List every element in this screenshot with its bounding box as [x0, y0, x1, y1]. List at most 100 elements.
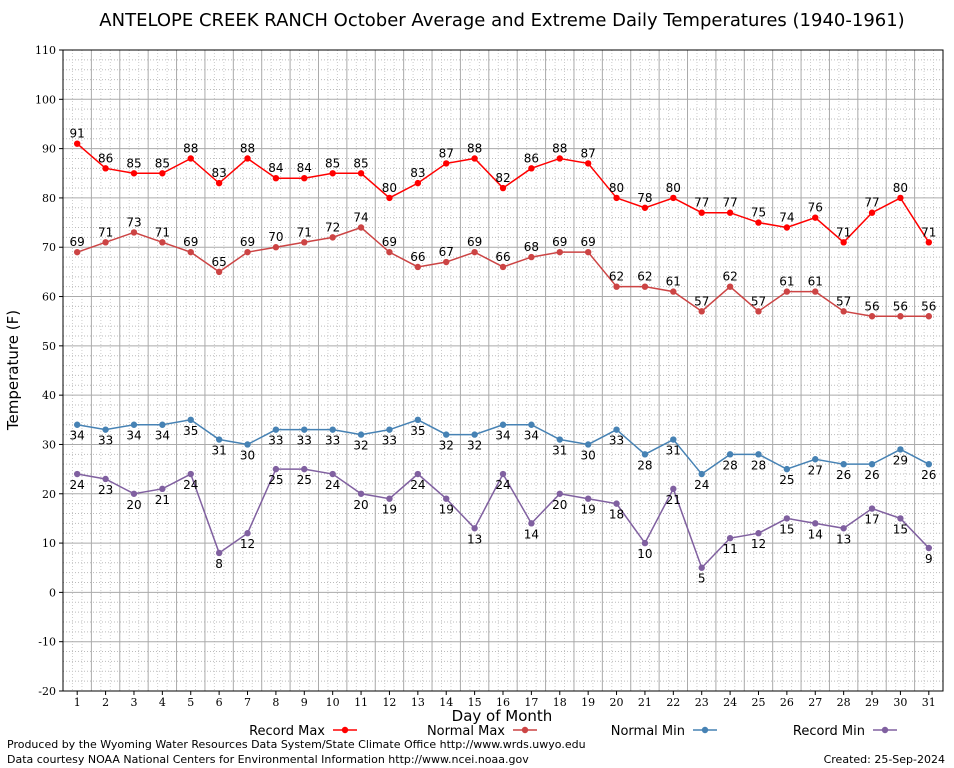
x-tick-label: 13 [411, 696, 425, 709]
data-label: 85 [353, 156, 368, 170]
data-point [726, 451, 734, 458]
data-point [726, 283, 734, 290]
data-label: 80 [382, 181, 397, 195]
x-tick-label: 28 [837, 696, 851, 709]
grid [62, 49, 944, 692]
data-point [443, 258, 450, 266]
data-label: 61 [779, 275, 794, 289]
y-tick-label: -10 [38, 636, 56, 649]
data-label: 75 [751, 206, 766, 220]
data-label: 80 [609, 181, 624, 195]
legend-label: Normal Max [427, 724, 505, 739]
data-label: 8 [215, 557, 223, 571]
data-label: 86 [524, 151, 539, 165]
data-point [698, 564, 705, 571]
data-point [386, 248, 393, 256]
data-label: 80 [893, 181, 908, 195]
data-point [102, 475, 109, 483]
x-tick-label: 3 [130, 696, 137, 709]
data-point [73, 248, 81, 256]
data-label: 88 [552, 141, 567, 155]
data-label: 77 [722, 196, 737, 210]
data-point [726, 209, 734, 216]
y-tick-label: 70 [42, 241, 56, 254]
data-point [613, 426, 620, 433]
data-point [897, 194, 904, 202]
data-label: 31 [211, 444, 226, 458]
x-tick-label: 19 [581, 696, 595, 709]
data-point [159, 170, 166, 177]
data-point [556, 248, 563, 256]
x-tick-label: 1 [74, 696, 81, 709]
data-point [272, 465, 280, 473]
data-label: 85 [126, 156, 141, 170]
data-label: 10 [637, 547, 652, 561]
data-point [471, 248, 478, 256]
data-point [812, 520, 819, 527]
data-point [357, 490, 365, 497]
data-point [272, 175, 280, 182]
data-point [840, 308, 847, 315]
data-label: 67 [439, 245, 454, 259]
data-point [244, 530, 251, 537]
data-label: 57 [694, 294, 709, 308]
data-label: 28 [722, 458, 737, 472]
x-tick-label: 4 [159, 696, 166, 709]
data-label: 56 [893, 299, 908, 313]
data-point [443, 160, 450, 167]
x-tick-label: 5 [187, 696, 194, 709]
x-tick-label: 10 [326, 696, 340, 709]
data-point [641, 283, 649, 290]
data-label: 9 [925, 552, 933, 566]
data-label: 69 [240, 235, 255, 249]
data-label: 13 [836, 532, 851, 546]
data-point [584, 160, 592, 167]
data-label: 27 [808, 463, 823, 477]
data-label: 33 [382, 434, 397, 448]
data-label: 25 [268, 473, 283, 487]
series-layer [73, 140, 933, 571]
data-label: 56 [921, 299, 936, 313]
data-point [159, 485, 166, 493]
data-point [499, 470, 507, 478]
data-point [783, 288, 791, 295]
data-point [925, 544, 933, 552]
data-point [73, 470, 81, 478]
data-point [499, 184, 507, 192]
data-label: 21 [155, 493, 170, 507]
x-tick-label: 22 [666, 696, 680, 709]
x-tick-label: 31 [922, 696, 936, 709]
data-label: 17 [864, 513, 879, 527]
data-label: 69 [467, 235, 482, 249]
data-point [528, 253, 535, 261]
data-label: 21 [666, 493, 681, 507]
x-tick-label: 9 [301, 696, 308, 709]
data-label: 66 [495, 250, 510, 264]
data-label: 69 [552, 235, 567, 249]
y-tick-label: 90 [42, 143, 56, 156]
data-point [556, 490, 563, 497]
data-point [386, 194, 393, 202]
data-point [357, 224, 365, 231]
data-point [726, 534, 734, 542]
data-point [102, 165, 109, 172]
data-label: 24 [70, 478, 85, 492]
y-tick-label: 0 [49, 586, 56, 599]
data-point [670, 288, 677, 295]
x-tick-label: 6 [216, 696, 223, 709]
data-label: 26 [921, 468, 936, 482]
y-tick-label: 10 [42, 537, 56, 550]
data-label: 68 [524, 240, 539, 254]
data-point [215, 436, 223, 443]
data-label: 24 [183, 478, 198, 492]
data-label: 83 [410, 166, 425, 180]
data-point [755, 219, 762, 226]
data-label: 82 [495, 171, 510, 185]
data-label: 19 [439, 503, 454, 517]
data-point [584, 495, 592, 502]
data-label: 33 [268, 434, 283, 448]
data-label: 66 [410, 250, 425, 264]
data-label: 61 [666, 275, 681, 289]
data-label: 71 [921, 225, 936, 239]
data-label: 25 [297, 473, 312, 487]
